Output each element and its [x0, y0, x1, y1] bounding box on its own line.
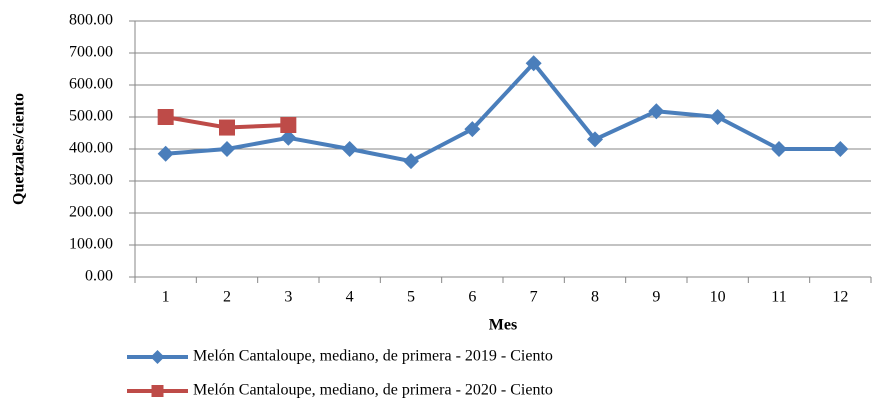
legend-label: Melón Cantaloupe, mediano, de primera - …	[193, 382, 553, 399]
x-tick-label: 12	[832, 289, 848, 306]
y-tick-label: 800.00	[69, 12, 113, 29]
x-tick-label: 1	[162, 289, 170, 306]
x-tick-label: 3	[284, 289, 292, 306]
marker	[709, 109, 726, 125]
marker	[150, 350, 165, 364]
marker	[157, 145, 174, 162]
marker	[157, 109, 174, 125]
x-tick-label: 2	[223, 289, 231, 306]
x-tick-label: 6	[468, 289, 476, 306]
x-axis-label: Mes	[489, 317, 517, 334]
y-tick-label: 700.00	[69, 44, 113, 61]
marker	[341, 141, 358, 157]
marker	[832, 141, 849, 157]
y-tick-label: 300.00	[69, 172, 113, 189]
x-tick-label: 11	[771, 289, 786, 306]
x-tick-label: 8	[591, 289, 599, 306]
marker	[648, 103, 665, 120]
legend-label: Melón Cantaloupe, mediano, de primera - …	[193, 348, 553, 365]
marker	[151, 385, 164, 397]
marker	[219, 141, 235, 157]
y-tick-label: 600.00	[69, 76, 113, 93]
marker	[771, 141, 787, 157]
x-tick-label: 4	[346, 289, 354, 306]
y-tick-label: 0.00	[85, 268, 113, 285]
marker	[403, 153, 419, 170]
x-tick-label: 10	[710, 289, 726, 306]
y-tick-label: 100.00	[69, 236, 113, 253]
marker	[219, 119, 235, 136]
marker	[464, 121, 481, 138]
x-tick-label: 7	[530, 289, 538, 306]
x-tick-label: 9	[652, 289, 660, 306]
series-line	[165, 61, 841, 164]
marker	[525, 55, 542, 72]
x-tick-label: 5	[407, 289, 415, 306]
marker	[280, 129, 297, 146]
y-tick-label: 500.00	[69, 108, 113, 125]
y-tick-label: 400.00	[69, 140, 113, 157]
marker	[280, 117, 297, 133]
y-axis-label: Quetzales/ciento	[11, 93, 28, 205]
marker	[587, 131, 603, 148]
y-tick-label: 200.00	[69, 204, 113, 221]
